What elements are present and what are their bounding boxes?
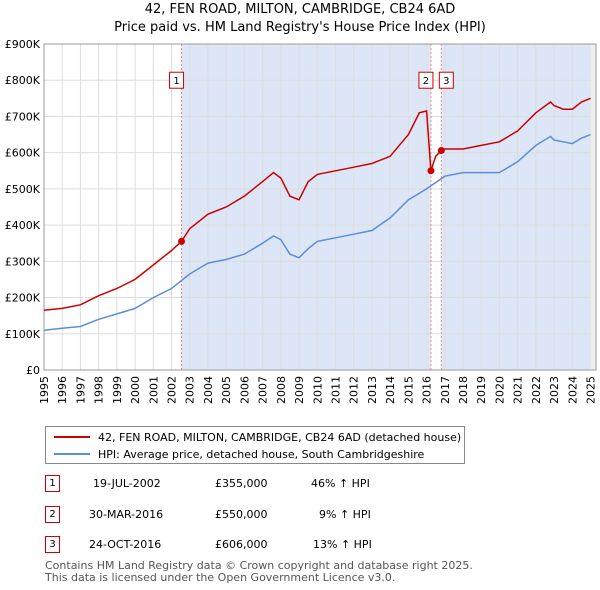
footer: Contains HM Land Registry data © Crown c… — [45, 560, 473, 584]
x-tick-label: 2022 — [530, 376, 543, 404]
x-tick-label: 2005 — [220, 376, 233, 404]
transaction-price: £355,000 — [215, 476, 268, 490]
footer-line-2: This data is licensed under the Open Gov… — [45, 571, 396, 584]
transaction-date: 19-JUL-2002 — [93, 476, 161, 490]
x-tick-label: 1995 — [38, 376, 51, 404]
ownership-shade-2 — [441, 44, 596, 370]
x-tick-label: 2002 — [166, 376, 179, 404]
legend-item-price: 42, FEN ROAD, MILTON, CAMBRIDGE, CB24 6A… — [54, 429, 461, 445]
x-tick-label: 2019 — [475, 376, 488, 404]
sale-point — [178, 237, 186, 245]
x-tick-label: 2008 — [275, 376, 288, 404]
footer-line-1: Contains HM Land Registry data © Crown c… — [45, 559, 473, 572]
sale-number-label: 3 — [443, 76, 449, 87]
y-tick-label: £700K — [5, 110, 41, 123]
sale-point — [437, 146, 445, 154]
sale-number-label: 1 — [173, 76, 179, 87]
x-tick-label: 2023 — [548, 376, 561, 404]
x-tick-label: 2015 — [402, 376, 415, 404]
plot-area: £0 £100K £200K £300K £400K £500K £600K £700K £80… — [5, 38, 598, 404]
transaction-date: 30-MAR-2016 — [89, 507, 164, 521]
hpi-series-line — [43, 133, 591, 331]
y-tick-label: £800K — [5, 74, 41, 87]
x-tick-label: 2006 — [238, 376, 251, 404]
x-tick-label: 2009 — [293, 376, 306, 404]
y-tick-label: £900K — [5, 38, 41, 51]
y-tick-label: £600K — [5, 147, 41, 160]
x-tick-label: 2001 — [147, 376, 160, 404]
chart-title: 42, FEN ROAD, MILTON, CAMBRIDGE, CB24 6A… — [144, 2, 456, 17]
sale-number-box — [169, 71, 185, 89]
x-tick-label: 2003 — [184, 376, 197, 404]
x-tick-label: 2021 — [512, 376, 525, 404]
x-tick-label: 1999 — [111, 376, 124, 404]
x-tick-label: 2025 — [585, 376, 598, 404]
forecast-region — [590, 44, 596, 370]
x-tick-label: 1998 — [93, 376, 106, 404]
x-tick-label: 2007 — [257, 376, 270, 404]
x-tick-label: 2014 — [384, 376, 397, 404]
x-tick-label: 2018 — [457, 376, 470, 404]
y-tick-label: £0 — [26, 364, 40, 377]
transaction-row-2: 2 30-MAR-2016 £550,000 9% ↑ HPI — [45, 505, 465, 523]
legend-label-price: 42, FEN ROAD, MILTON, CAMBRIDGE, CB24 6A… — [98, 430, 462, 444]
legend-label-hpi: HPI: Average price, detached house, Sout… — [98, 447, 425, 461]
legend-swatch-price — [54, 436, 90, 438]
transaction-row-1: 1 19-JUL-2002 £355,000 46% ↑ HPI — [45, 474, 465, 492]
x-tick-label: 2024 — [566, 376, 579, 404]
transaction-number: 3 — [45, 535, 60, 553]
x-tick-label: 1996 — [56, 376, 69, 404]
ownership-shade-1 — [181, 44, 431, 370]
x-tick-label: 2013 — [366, 376, 379, 404]
transaction-hpi: 9% ↑ HPI — [319, 507, 371, 521]
transaction-date: 24-OCT-2016 — [89, 537, 162, 551]
sale-number-box — [438, 71, 454, 89]
x-tick-label: 1997 — [74, 376, 87, 404]
transaction-number: 2 — [45, 505, 60, 523]
sale-number-label: 2 — [423, 76, 429, 87]
y-tick-label: £300K — [5, 255, 41, 268]
x-tick-label: 2010 — [311, 376, 324, 404]
price-series-line — [43, 97, 591, 311]
transaction-hpi: 46% ↑ HPI — [311, 476, 370, 490]
x-tick-label: 2004 — [202, 376, 215, 404]
legend-swatch-hpi — [54, 453, 90, 455]
transaction-row-3: 3 24-OCT-2016 £606,000 13% ↑ HPI — [45, 535, 465, 553]
transaction-hpi: 13% ↑ HPI — [313, 537, 372, 551]
x-tick-label: 2012 — [348, 376, 361, 404]
y-tick-label: £100K — [5, 328, 41, 341]
legend: 42, FEN ROAD, MILTON, CAMBRIDGE, CB24 6A… — [45, 426, 465, 464]
x-tick-label: 2017 — [439, 376, 452, 404]
transaction-price: £606,000 — [215, 537, 268, 551]
sale-number-box — [418, 71, 434, 89]
y-tick-label: £400K — [5, 219, 41, 232]
legend-item-hpi: HPI: Average price, detached house, Sout… — [54, 446, 424, 462]
transaction-price: £550,000 — [215, 507, 268, 521]
y-tick-label: £200K — [5, 292, 41, 305]
plot-frame — [43, 43, 597, 371]
chart-subtitle: Price paid vs. HM Land Registry's House … — [114, 20, 486, 35]
sale-point — [427, 167, 435, 175]
x-tick-label: 2000 — [129, 376, 142, 404]
x-tick-label: 2011 — [329, 376, 342, 404]
x-tick-label: 2020 — [493, 376, 506, 404]
x-tick-label: 2016 — [421, 376, 434, 404]
y-tick-label: £500K — [5, 183, 41, 196]
transaction-number: 1 — [45, 474, 60, 492]
